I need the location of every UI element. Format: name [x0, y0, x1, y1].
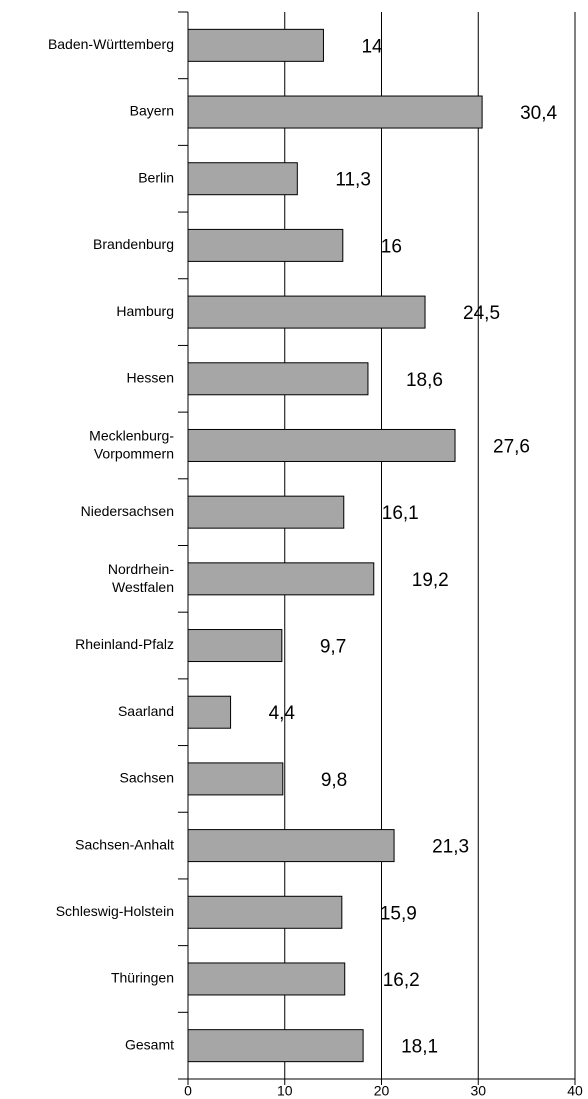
bar: [187, 228, 344, 262]
x-tick-label: 30: [470, 1083, 486, 1099]
value-label: 14: [361, 36, 383, 57]
value-label: 16,1: [382, 503, 419, 524]
bar: [187, 28, 324, 62]
category-label: Hessen: [127, 369, 174, 385]
value-label: 18,1: [401, 1037, 438, 1058]
bar: [187, 362, 369, 396]
category-label-line: Westfalen: [112, 579, 174, 595]
x-tick-label: 10: [277, 1083, 293, 1099]
category-label: Rheinland-Pfalz: [75, 636, 174, 652]
bar: [187, 829, 395, 863]
bar: [187, 495, 345, 529]
value-label: 9,8: [321, 770, 347, 791]
value-label: 24,5: [463, 303, 500, 324]
category-label: Schleswig-Holstein: [56, 903, 174, 919]
value-label: 30,4: [520, 103, 557, 124]
category-label: Thüringen: [111, 970, 174, 986]
value-label: 19,2: [412, 570, 449, 591]
category-label: Sachsen-Anhalt: [75, 836, 174, 852]
category-label-line: Mecklenburg-: [89, 427, 174, 443]
category-label: Saarland: [118, 703, 174, 719]
value-label: 16,2: [383, 970, 420, 991]
x-tick-label: 0: [184, 1083, 192, 1099]
value-label: 27,6: [493, 436, 530, 457]
category-label: Hamburg: [116, 303, 174, 319]
category-label-line: Vorpommern: [94, 445, 174, 461]
bar: [187, 895, 343, 929]
bar: [187, 428, 456, 462]
category-label: Berlin: [138, 169, 174, 185]
bar: [187, 962, 346, 996]
x-tick-label: 40: [567, 1083, 583, 1099]
value-label: 15,9: [380, 903, 417, 924]
category-label: Bayern: [130, 103, 174, 119]
bar: [187, 162, 298, 196]
bar: [187, 695, 232, 729]
category-label-line: Nordrhein-: [108, 561, 174, 577]
category-label: Niedersachsen: [81, 503, 174, 519]
category-label: Mecklenburg- Vorpommern: [89, 427, 174, 461]
category-label: Brandenburg: [93, 236, 174, 252]
bar: [187, 629, 283, 663]
category-label: Gesamt: [125, 1036, 174, 1052]
value-label: 16: [381, 236, 402, 257]
value-label: 4,4: [269, 703, 296, 724]
bar: [187, 762, 284, 796]
category-label: Sachsen: [120, 770, 174, 786]
bar: [187, 1029, 364, 1063]
x-tick-label: 20: [374, 1083, 390, 1099]
value-label: 9,7: [320, 637, 346, 658]
category-label: Baden-Württemberg: [48, 36, 174, 52]
bar: [187, 295, 426, 329]
value-label: 21,3: [432, 837, 469, 858]
category-label: Nordrhein- Westfalen: [108, 561, 174, 595]
value-label: 11,3: [335, 170, 371, 191]
bar: [187, 95, 483, 129]
bar: [187, 562, 375, 596]
value-label: 18,6: [406, 370, 443, 391]
